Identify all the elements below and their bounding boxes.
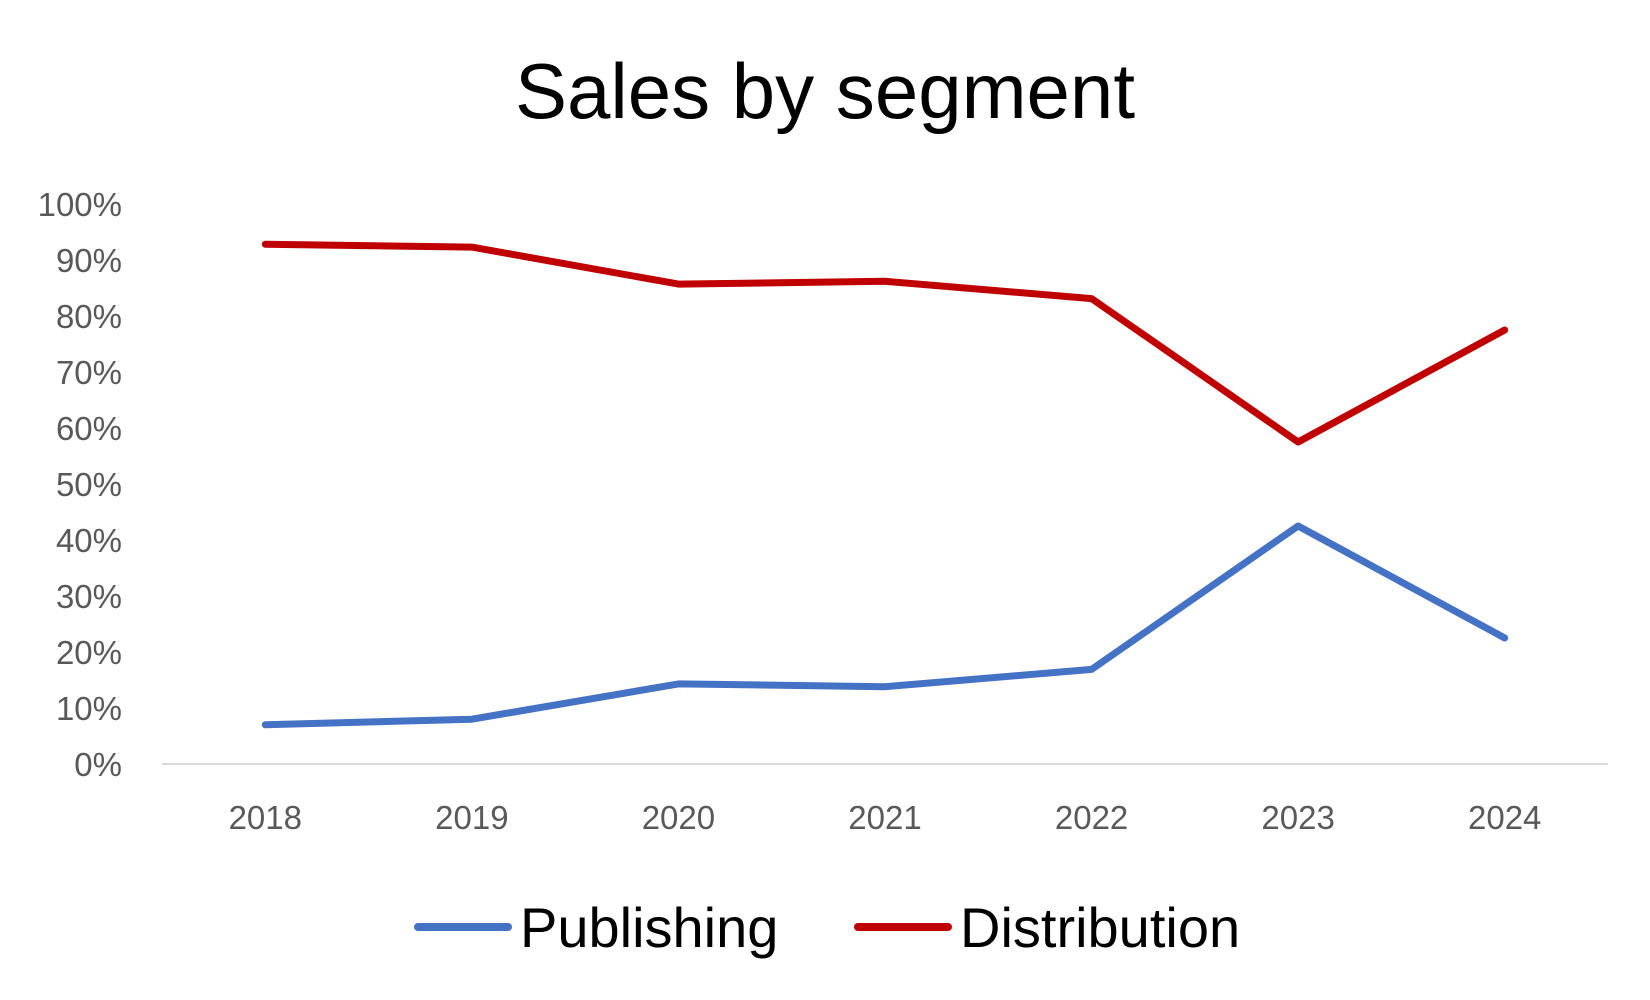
- x-tick-label: 2022: [1055, 799, 1128, 836]
- y-tick-label: 50%: [56, 466, 122, 503]
- legend: Publishing Distribution: [414, 896, 1240, 959]
- legend-label: Publishing: [520, 896, 778, 959]
- y-tick-label: 30%: [56, 578, 122, 615]
- y-tick-label: 80%: [56, 298, 122, 335]
- y-tick-label: 20%: [56, 634, 122, 671]
- y-tick-label: 90%: [56, 242, 122, 279]
- x-tick-label: 2018: [229, 799, 302, 836]
- x-tick-label: 2020: [642, 799, 715, 836]
- series-group: [261, 240, 1509, 729]
- x-axis-ticks: 2018 2019 2020 2021 2022 2023 2024: [229, 799, 1542, 836]
- series-line-publishing: [261, 522, 1509, 729]
- legend-item-publishing: Publishing: [414, 896, 778, 959]
- y-tick-label: 10%: [56, 690, 122, 727]
- legend-item-distribution: Distribution: [854, 896, 1240, 959]
- y-tick-label: 100%: [38, 186, 122, 223]
- y-axis-ticks: 0% 10% 20% 30% 40% 50% 60% 70% 80% 90% 100%: [38, 186, 122, 783]
- y-tick-label: 60%: [56, 410, 122, 447]
- x-tick-label: 2024: [1468, 799, 1541, 836]
- y-tick-label: 70%: [56, 354, 122, 391]
- series-line-distribution: [261, 240, 1509, 446]
- y-tick-label: 0%: [74, 746, 122, 783]
- x-tick-label: 2021: [848, 799, 921, 836]
- chart-title: Sales by segment: [515, 47, 1135, 135]
- x-tick-label: 2023: [1261, 799, 1334, 836]
- y-tick-label: 40%: [56, 522, 122, 559]
- x-tick-label: 2019: [435, 799, 508, 836]
- legend-label: Distribution: [960, 896, 1240, 959]
